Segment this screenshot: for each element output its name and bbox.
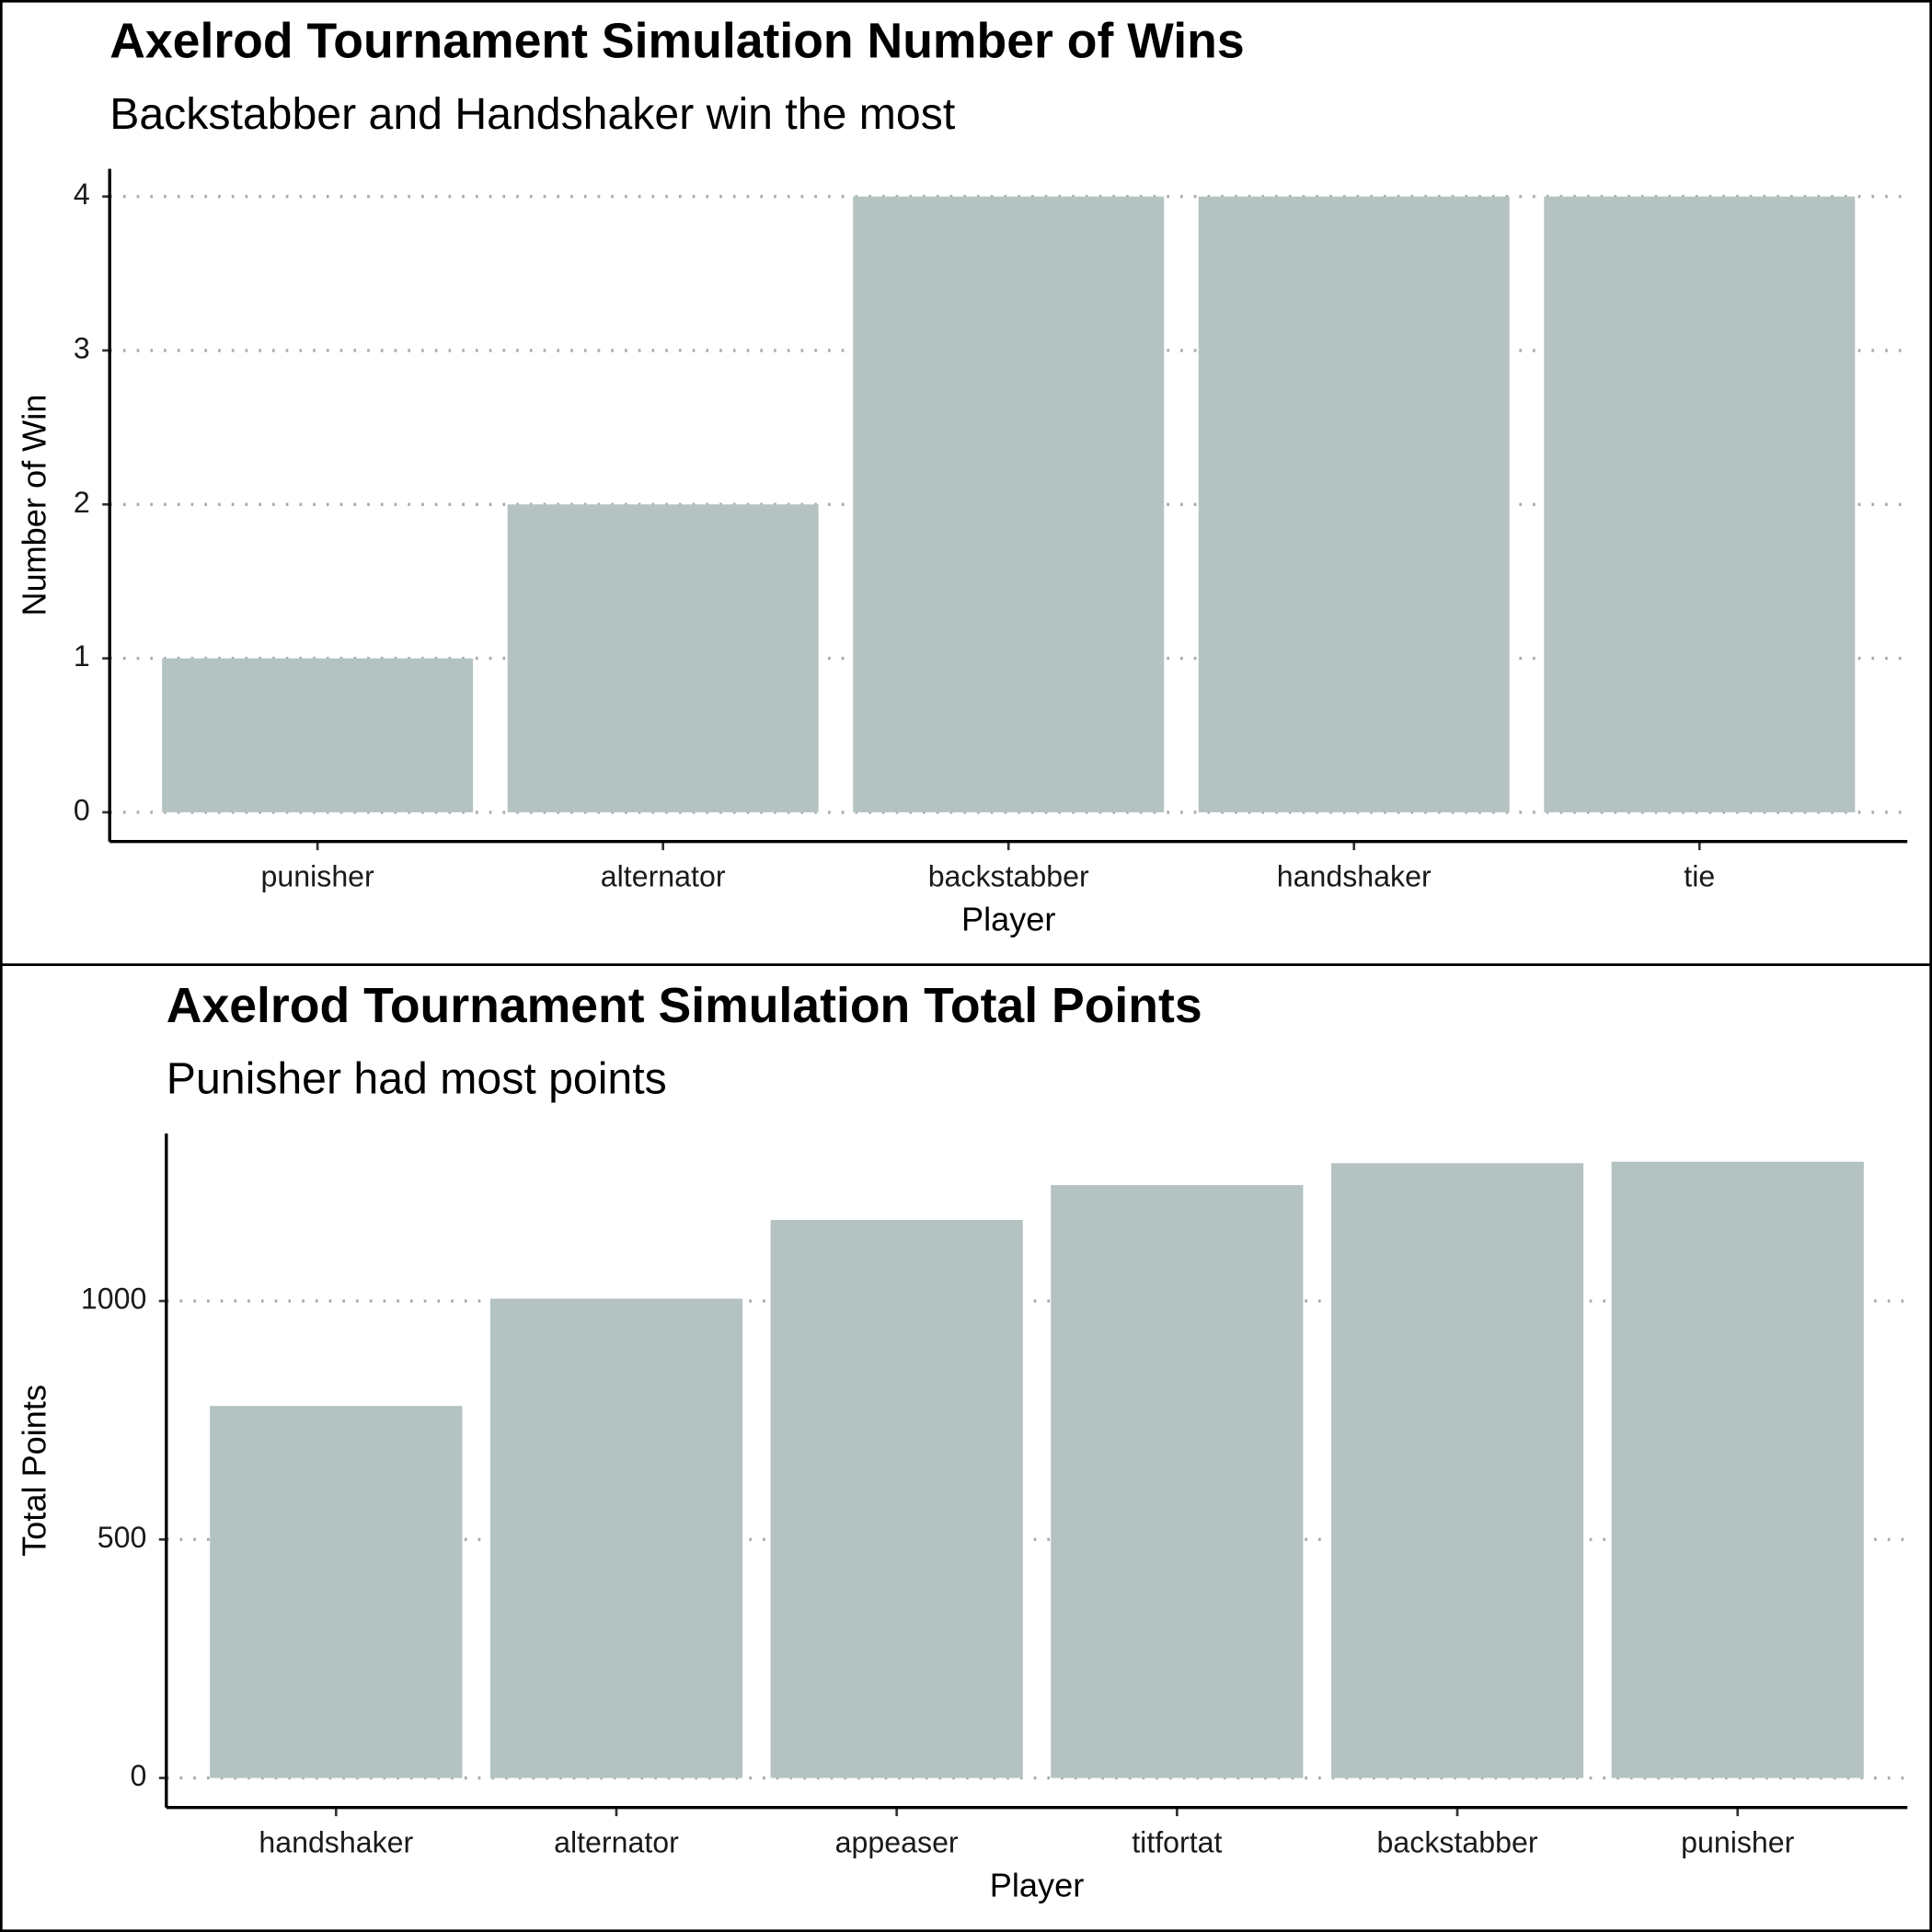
- bar: [162, 658, 474, 812]
- chart-title: Axelrod Tournament Simulation Number of …: [109, 14, 1245, 68]
- x-tick-label: titfortat: [1132, 1825, 1222, 1858]
- y-tick-label: 1000: [81, 1282, 146, 1316]
- panel-frame: [0, 963, 1932, 1932]
- y-axis-title: Number of Win: [16, 395, 53, 616]
- y-tick-label: 0: [131, 1759, 147, 1792]
- x-tick-label: backstabber: [1377, 1825, 1538, 1858]
- x-axis-title: Player: [961, 900, 1055, 937]
- y-tick-label: 3: [74, 331, 90, 364]
- bar: [489, 1298, 743, 1778]
- y-tick-label: 4: [74, 178, 90, 211]
- x-tick-label: backstabber: [928, 859, 1089, 892]
- bar: [1051, 1185, 1304, 1778]
- x-tick-label: punisher: [261, 859, 375, 892]
- chart-subtitle: Backstabber and Handshaker win the most: [109, 89, 956, 139]
- x-tick-label: appeaser: [835, 1825, 959, 1858]
- chart-subtitle: Punisher had most points: [167, 1054, 667, 1104]
- bar: [1611, 1161, 1864, 1778]
- bar: [1544, 196, 1856, 812]
- y-tick-label: 1: [74, 639, 90, 673]
- y-tick-label: 0: [74, 793, 90, 826]
- y-tick-label: 500: [98, 1521, 147, 1554]
- bar: [1330, 1163, 1584, 1778]
- chart-title: Axelrod Tournament Simulation Total Poin…: [167, 979, 1202, 1033]
- x-tick-label: alternator: [601, 859, 726, 892]
- bar: [507, 504, 819, 812]
- x-tick-label: handshaker: [1277, 859, 1432, 892]
- y-tick-label: 2: [74, 486, 90, 519]
- x-tick-label: handshaker: [259, 1825, 413, 1858]
- x-tick-label: punisher: [1681, 1825, 1795, 1858]
- x-axis-title: Player: [990, 1866, 1084, 1903]
- bar: [1198, 196, 1510, 812]
- bar: [210, 1406, 463, 1778]
- bar: [853, 196, 1165, 812]
- y-axis-title: Total Points: [16, 1385, 53, 1557]
- bar: [770, 1219, 1023, 1778]
- x-tick-label: tie: [1684, 859, 1715, 892]
- x-tick-label: alternator: [554, 1825, 679, 1858]
